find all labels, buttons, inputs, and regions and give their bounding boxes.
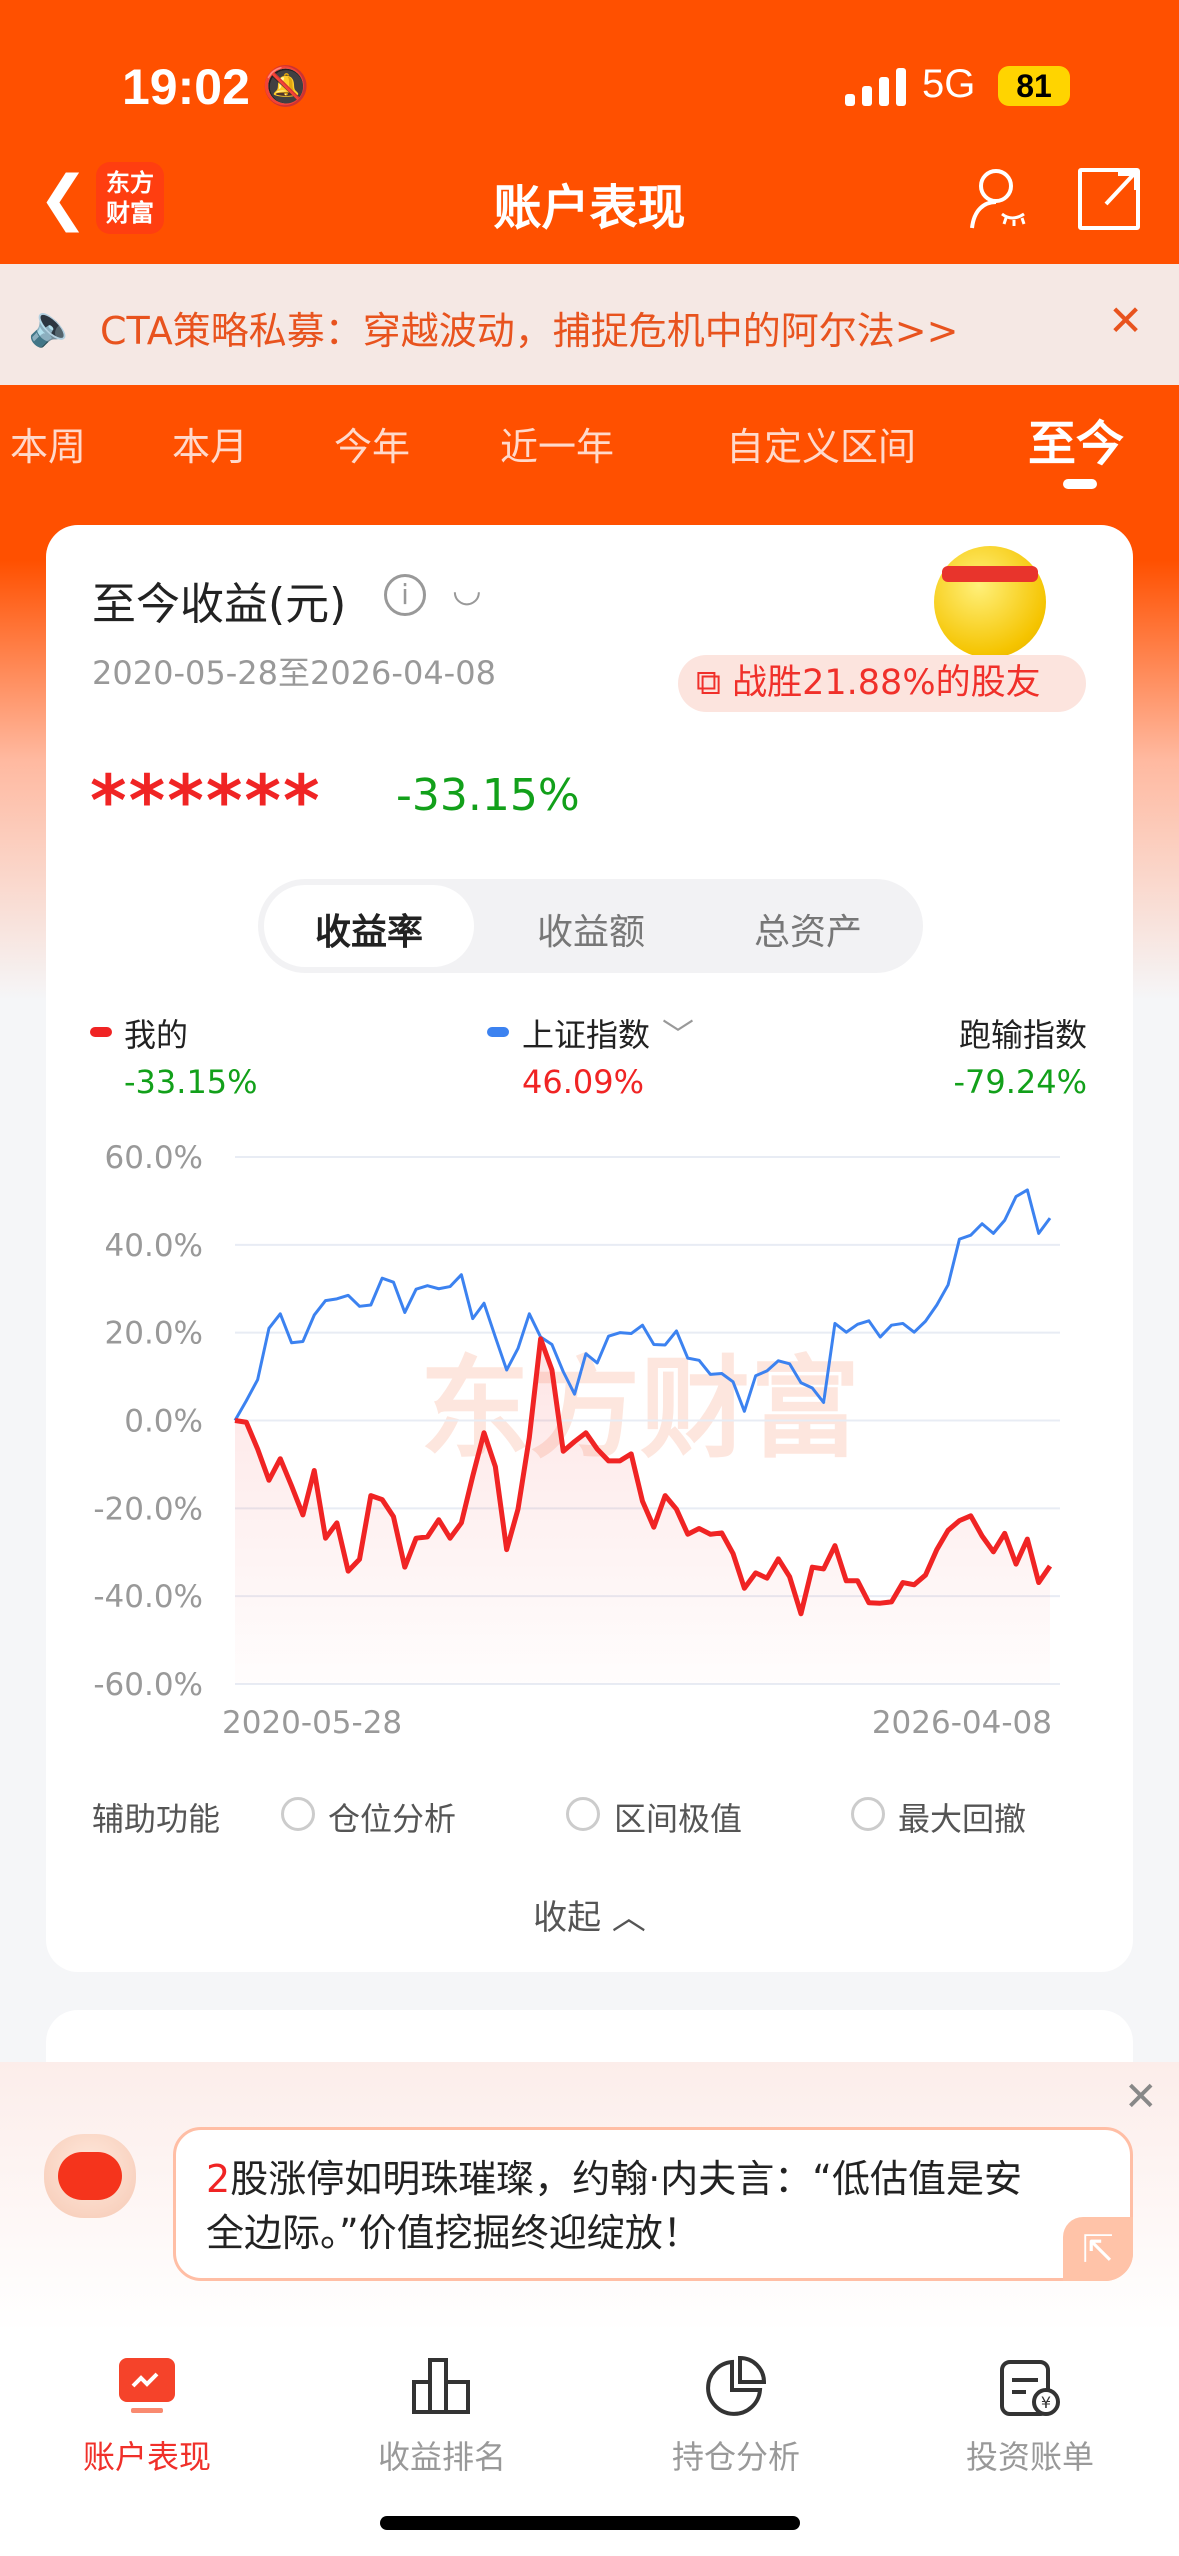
date-range: 2020-05-28至2026-04-08 — [92, 654, 496, 692]
network-type: 5G — [922, 62, 976, 106]
collapse-label: 收起 — [533, 1898, 602, 1938]
badge-text: 战胜21.88%的股友 — [732, 663, 1041, 703]
segment-return-amount[interactable]: 收益额 — [536, 912, 645, 953]
tab-indicator — [1063, 479, 1097, 489]
segment-return-rate[interactable]: 收益率 — [314, 912, 423, 953]
legend-mine-swatch — [90, 1027, 112, 1037]
signal-icon — [845, 68, 907, 106]
robot-avatar-icon[interactable] — [44, 2134, 136, 2218]
legend-index-label[interactable]: 上证指数 — [522, 1016, 651, 1054]
legend-index-value: 46.09% — [522, 1063, 645, 1101]
home-indicator — [380, 2516, 800, 2530]
y-tick-label: -40.0% — [93, 1579, 203, 1615]
series-line-index — [233, 1188, 1052, 1422]
app-logo: 东方 财富 — [96, 162, 164, 234]
performance-card — [46, 525, 1133, 1972]
chevron-up-icon: ︿ — [601, 1898, 646, 1938]
bar-chart-icon[interactable] — [412, 2356, 472, 2416]
metric-segmented-control: 收益率 收益额 总资产 — [258, 879, 923, 973]
tip-text: 股涨停如明珠璀璨，约翰·内夫言：“低估值是安全边际。”价值挖掘终迎绽放！ — [206, 2157, 1022, 2255]
bill-icon[interactable]: ¥ — [1000, 2356, 1060, 2416]
bottom-tab-performance[interactable]: 账户表现 — [82, 2438, 211, 2476]
y-tick-label: 20.0% — [105, 1316, 203, 1352]
segment-total-assets[interactable]: 总资产 — [753, 912, 862, 953]
pie-chart-icon[interactable] — [706, 2356, 766, 2416]
radio-max-drawdown[interactable] — [851, 1797, 885, 1831]
bottom-tab-bills[interactable]: 投资账单 — [965, 2438, 1094, 2476]
tab-year[interactable]: 今年 — [334, 425, 411, 469]
y-tick-label: -60.0% — [93, 1667, 203, 1703]
y-tick-label: 0.0% — [124, 1404, 203, 1440]
aux-label: 辅助功能 — [92, 1800, 221, 1838]
tab-week[interactable]: 本周 — [10, 425, 87, 469]
user-hide-icon[interactable] — [968, 166, 1028, 230]
aux-range-extremes[interactable]: 区间极值 — [614, 1800, 743, 1838]
bottom-tab-ranking[interactable]: 收益排名 — [377, 2438, 506, 2476]
tab-custom-range[interactable]: 自定义区间 — [726, 425, 917, 469]
aux-max-drawdown[interactable]: 最大回撤 — [898, 1800, 1027, 1838]
y-tick-label: 60.0% — [105, 1140, 203, 1176]
status-time: 19:02 — [122, 59, 250, 115]
x-tick-label: 2020-05-28 — [222, 1705, 402, 1741]
y-tick-label: -20.0% — [93, 1491, 203, 1527]
page-title: 账户表现 — [493, 180, 686, 236]
mute-bell-icon: 🔕 — [262, 64, 310, 108]
svg-text:¥: ¥ — [1041, 2393, 1051, 2412]
legend-mine-label: 我的 — [124, 1016, 189, 1054]
card-title: 至今收益(元) — [92, 579, 347, 630]
banner-text[interactable]: CTA策略私募：穿越波动，捕捉危机中的阿尔法>> — [100, 309, 959, 353]
radio-range-extremes[interactable] — [566, 1797, 600, 1831]
return-chart[interactable]: 东方财富 60.0% 40.0% 20.0% 0.0% -20.0% -40.0% -60.0… — [0, 1130, 1179, 1770]
battery-icon: 81 — [998, 66, 1070, 106]
share-small-icon: ⧉ — [696, 663, 733, 703]
tip-bubble[interactable]: 2股涨停如明珠璀璨，约翰·内夫言：“低估值是安全边际。”价值挖掘终迎绽放！ ⇱ — [173, 2127, 1133, 2281]
chevron-down-icon[interactable]: ﹀ — [662, 1016, 695, 1054]
legend-underperform-value: -79.24% — [953, 1063, 1087, 1101]
masked-amount[interactable]: ****** — [90, 760, 322, 842]
legend-index-swatch — [487, 1027, 509, 1037]
info-icon[interactable]: i — [384, 574, 426, 616]
x-tick-label: 2026-04-08 — [872, 1705, 1052, 1741]
beat-badge[interactable]: ⧉ 战胜21.88%的股友 — [678, 655, 1086, 712]
tab-last-year[interactable]: 近一年 — [500, 425, 615, 469]
aux-position-analysis[interactable]: 仓位分析 — [328, 1800, 457, 1838]
watermark-logo: 东方财富 — [420, 1345, 860, 1473]
collapse-button[interactable]: 收起 ︿ — [0, 1890, 1179, 1939]
radio-position-analysis[interactable] — [281, 1797, 315, 1831]
tab-month[interactable]: 本月 — [172, 425, 249, 469]
legend-underperform-label: 跑输指数 — [958, 1016, 1087, 1054]
tip-highlight: 2 — [206, 2157, 231, 2201]
share-icon[interactable] — [1078, 168, 1140, 230]
tab-since-start[interactable]: 至今 — [1028, 416, 1125, 472]
back-button[interactable]: ❮ — [38, 163, 89, 233]
legend-mine-value: -33.15% — [124, 1063, 258, 1101]
eye-closed-icon[interactable]: ◡ — [452, 570, 482, 610]
chart-screen-icon[interactable] — [117, 2356, 177, 2416]
bottom-tab-holdings[interactable]: 持仓分析 — [671, 2438, 800, 2476]
segment-active-bg — [264, 885, 474, 967]
series-line-mine — [234, 1336, 1053, 1617]
speaker-icon: 🔈 — [28, 303, 78, 349]
close-icon[interactable]: ✕ — [1108, 296, 1144, 345]
series-area-mine — [235, 1338, 1050, 1684]
promo-banner[interactable]: 🔈 CTA策略私募：穿越波动，捕捉危机中的阿尔法>> ✕ — [0, 264, 1179, 385]
return-percent: -33.15% — [396, 770, 580, 821]
share-icon[interactable]: ⇱ — [1063, 2217, 1133, 2281]
mascot-icon — [934, 546, 1046, 658]
close-icon[interactable]: ✕ — [1124, 2074, 1158, 2120]
y-tick-label: 40.0% — [105, 1228, 203, 1264]
